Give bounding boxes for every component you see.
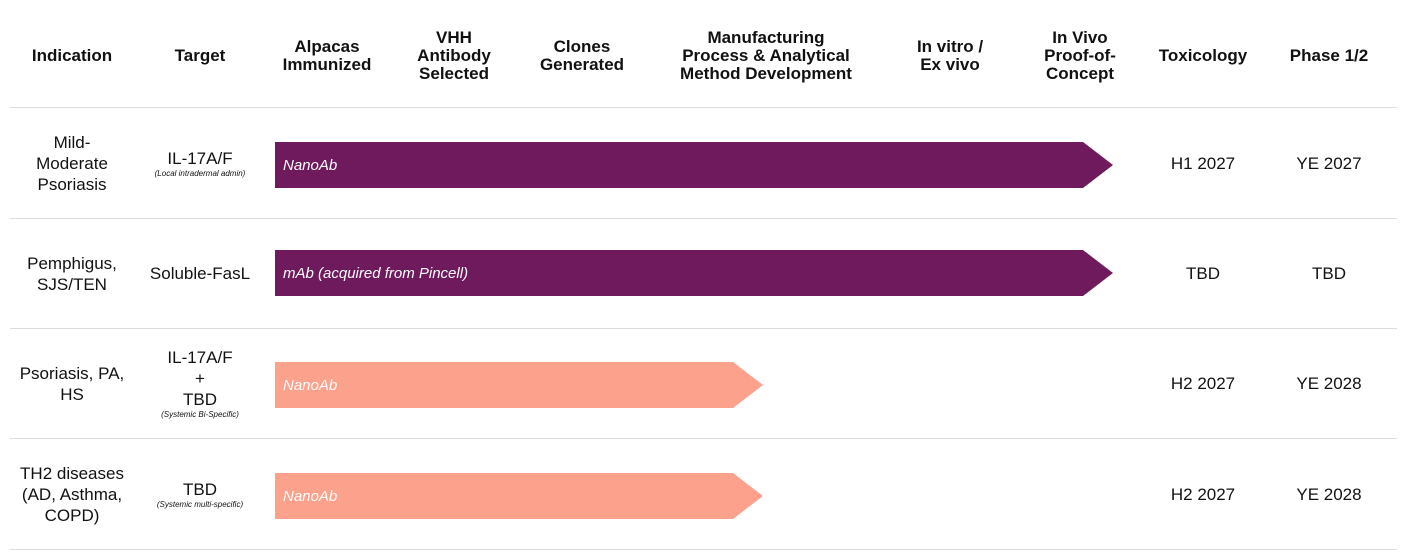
indication-line: SJS/TEN — [37, 274, 107, 294]
target-line: + — [195, 369, 205, 388]
indication-line: Moderate — [36, 153, 108, 173]
toxicology-cell: H2 2027 — [1142, 329, 1264, 438]
target-line: IL-17A/F — [167, 348, 233, 367]
header-line: Concept — [1045, 64, 1114, 83]
phase12-value: YE 2028 — [1296, 484, 1362, 504]
phase12-cell: YE 2028 — [1272, 439, 1386, 549]
phase12-value: YE 2028 — [1296, 374, 1362, 393]
progress-arrow-shape — [275, 362, 763, 408]
header-in-vitro-ex-vivo: In vitro / Ex vivo — [895, 18, 1005, 94]
toxicology-value: H2 2027 — [1170, 484, 1236, 504]
header-line: In Vivo — [1052, 28, 1108, 47]
header-target: Target — [134, 18, 266, 94]
indication-cell: Mild- Moderate Psoriasis — [10, 108, 134, 218]
header-line: Antibody — [417, 46, 491, 65]
row-divider — [10, 218, 1397, 219]
header-line: Clones — [553, 37, 611, 56]
phase12-value: TBD — [1312, 264, 1346, 283]
phase12-cell: YE 2028 — [1272, 329, 1386, 438]
progress-arrow-shape — [275, 142, 1113, 188]
target-cell: TBD (Systemic multi-specific) — [134, 439, 266, 549]
toxicology-value: H1 2027 — [1170, 153, 1236, 173]
header-line: Immunized — [282, 55, 372, 74]
target-note: (Systemic multi-specific) — [156, 499, 244, 509]
indication-line: Psoriasis — [37, 174, 107, 194]
indication-line: (AD, Asthma, — [21, 484, 123, 504]
toxicology-value: TBD — [1186, 264, 1220, 283]
target-line: Soluble-FasL — [149, 264, 251, 283]
header-phase-1-2: Phase 1/2 — [1272, 18, 1386, 94]
toxicology-value: H2 2027 — [1170, 374, 1236, 393]
header-line: Manufacturing — [707, 28, 825, 47]
header-line: Generated — [539, 55, 625, 74]
header-line: Ex vivo — [920, 55, 980, 74]
header-line: Method Development — [680, 64, 852, 83]
header-line: VHH — [436, 28, 472, 47]
indication-cell: TH2 diseases (AD, Asthma, COPD) — [10, 439, 134, 549]
indication-line: HS — [60, 384, 84, 404]
indication-line: COPD) — [44, 505, 100, 525]
phase12-cell: YE 2027 — [1272, 108, 1386, 218]
toxicology-cell: TBD — [1142, 219, 1264, 328]
progress-arrow-label: NanoAb — [283, 376, 338, 394]
toxicology-cell: H2 2027 — [1142, 439, 1264, 549]
phase12-cell: TBD — [1272, 219, 1386, 328]
target-note: (Local intradermal admin) — [154, 168, 246, 178]
target-line: TBD — [183, 479, 217, 499]
phase12-value: YE 2027 — [1296, 153, 1362, 173]
progress-arrow: NanoAb — [275, 142, 1113, 188]
header-toxicology: Toxicology — [1142, 18, 1264, 94]
indication-line: Psoriasis, PA, — [19, 363, 125, 383]
indication-line: TH2 diseases — [20, 463, 124, 483]
indication-cell: Psoriasis, PA, HS — [10, 329, 134, 438]
target-note: (Systemic Bi-Specific) — [161, 410, 239, 419]
progress-arrow-label: NanoAb — [283, 156, 338, 174]
header-line: Selected — [419, 64, 489, 83]
header-line: Toxicology — [1158, 46, 1248, 65]
indication-line: Pemphigus, — [27, 253, 117, 273]
progress-arrow: NanoAb — [275, 473, 763, 519]
header-line: Alpacas — [294, 37, 360, 56]
indication-line: Mild- — [53, 132, 91, 152]
header-indication: Indication — [10, 18, 134, 94]
progress-arrow-shape — [275, 473, 763, 519]
row-divider — [10, 549, 1397, 550]
row-divider — [10, 328, 1397, 329]
header-line: Proof-of- — [1044, 46, 1116, 65]
row-divider — [10, 438, 1397, 439]
header-line: Target — [174, 46, 226, 65]
target-cell: IL-17A/F + TBD (Systemic Bi-Specific) — [134, 329, 266, 438]
target-line: TBD — [183, 390, 217, 409]
indication-cell: Pemphigus, SJS/TEN — [10, 219, 134, 328]
target-cell: Soluble-FasL — [134, 219, 266, 328]
progress-arrow-shape — [275, 250, 1113, 296]
header-line: Phase 1/2 — [1289, 46, 1369, 65]
header-vhh-antibody-selected: VHH Antibody Selected — [396, 18, 512, 94]
header-line: Indication — [31, 46, 113, 65]
target-line: IL-17A/F — [167, 148, 233, 168]
target-cell: IL-17A/F (Local intradermal admin) — [134, 108, 266, 218]
header-manufacturing: Manufacturing Process & Analytical Metho… — [660, 18, 872, 94]
toxicology-cell: H1 2027 — [1142, 108, 1264, 218]
header-clones-generated: Clones Generated — [522, 18, 642, 94]
progress-arrow-label: NanoAb — [283, 487, 338, 505]
header-in-vivo-poc: In Vivo Proof-of- Concept — [1025, 18, 1135, 94]
header-line: In vitro / — [916, 37, 984, 56]
header-line: Process & Analytical — [682, 46, 850, 65]
row-divider — [10, 107, 1397, 108]
progress-arrow: mAb (acquired from Pincell) — [275, 250, 1113, 296]
header-alpacas-immunized: Alpacas Immunized — [268, 18, 386, 94]
progress-arrow-label: mAb (acquired from Pincell) — [283, 264, 469, 282]
progress-arrow: NanoAb — [275, 362, 763, 408]
